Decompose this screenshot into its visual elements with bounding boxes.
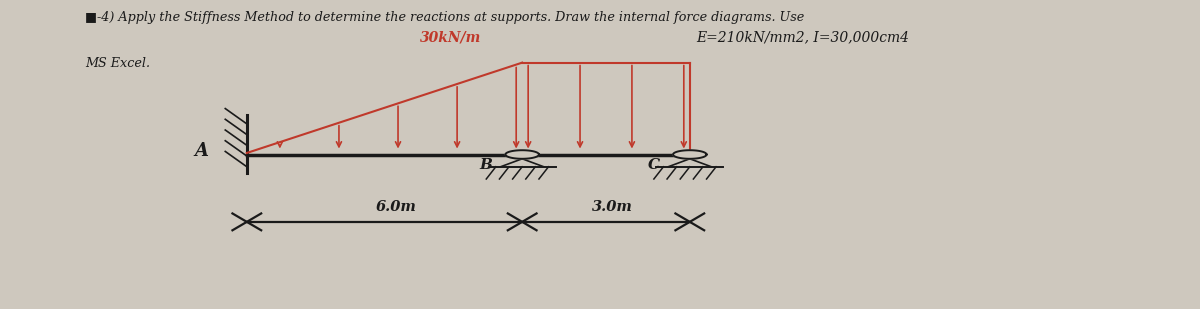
Text: ■-4) Apply the Stiffness Method to determine the reactions at supports. Draw the: ■-4) Apply the Stiffness Method to deter… [85, 11, 804, 23]
Text: C: C [648, 158, 660, 171]
Polygon shape [505, 150, 539, 159]
Text: 3.0m: 3.0m [592, 200, 632, 214]
Text: A: A [194, 142, 209, 160]
Polygon shape [673, 150, 707, 159]
Text: MS Excel.: MS Excel. [85, 57, 150, 70]
Text: E=210kN/mm2, I=30,000cm4: E=210kN/mm2, I=30,000cm4 [696, 30, 908, 44]
Text: B: B [479, 158, 492, 171]
Text: 6.0m: 6.0m [376, 200, 416, 214]
Text: 30kN/m: 30kN/m [420, 30, 481, 44]
